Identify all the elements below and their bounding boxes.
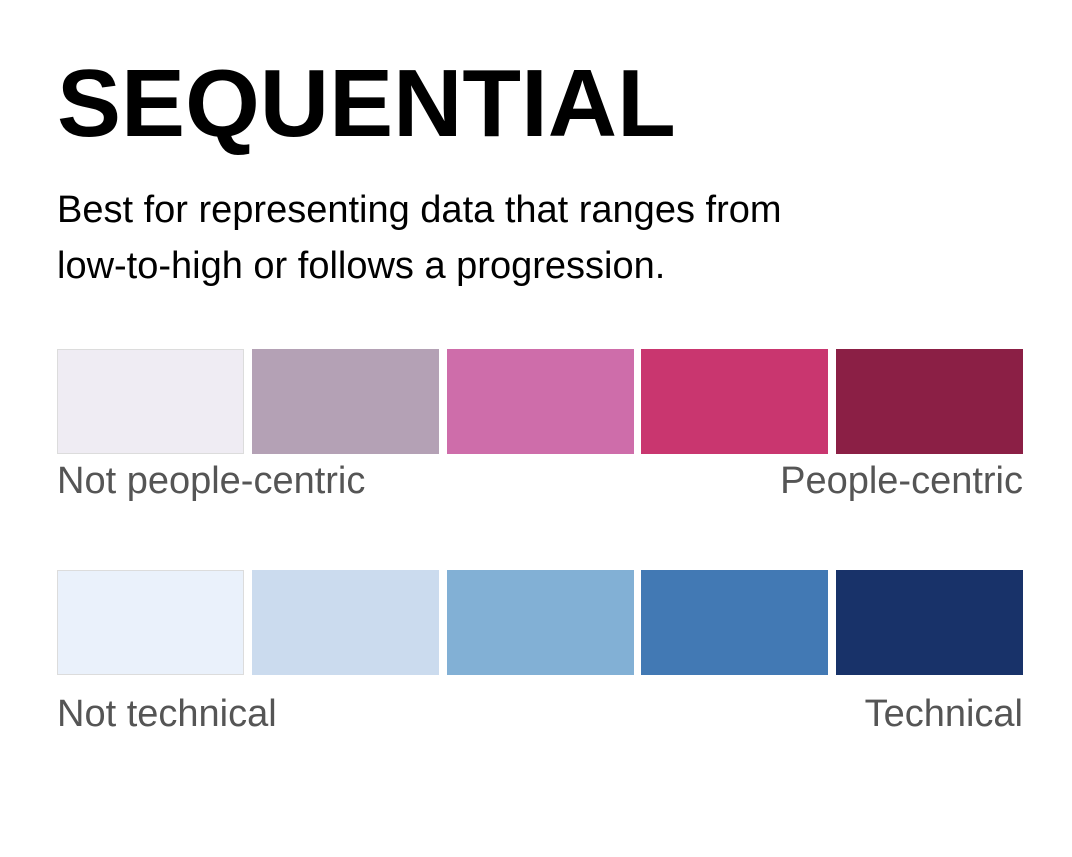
technical-labels: Not technical Technical (57, 691, 1023, 741)
technical-swatch-2 (251, 570, 439, 675)
scale-high-label: People-centric (780, 460, 1023, 502)
technical-swatch-1 (57, 570, 244, 675)
page-title: SEQUENTIAL (57, 50, 676, 157)
people-swatch-2 (251, 349, 439, 454)
technical-swatches (57, 570, 1023, 675)
description-line-2: low-to-high or follows a progression. (57, 245, 666, 287)
scale-high-label: Technical (864, 693, 1023, 735)
technical-scale: Not technical Technical (57, 570, 1023, 741)
people-swatch-1 (57, 349, 244, 454)
technical-swatch-4 (641, 570, 829, 675)
people-swatch-3 (446, 349, 634, 454)
people-centric-labels: Not people-centric People-centric (57, 458, 1023, 508)
description: Best for representing data that ranges f… (57, 182, 957, 294)
people-centric-swatches (57, 349, 1023, 454)
people-centric-scale: Not people-centric People-centric (57, 349, 1023, 508)
scale-low-label: Not technical (57, 693, 277, 735)
people-swatch-5 (836, 349, 1023, 454)
description-line-1: Best for representing data that ranges f… (57, 189, 782, 231)
people-swatch-4 (641, 349, 829, 454)
technical-swatch-3 (446, 570, 634, 675)
scale-low-label: Not people-centric (57, 460, 366, 502)
technical-swatch-5 (836, 570, 1023, 675)
